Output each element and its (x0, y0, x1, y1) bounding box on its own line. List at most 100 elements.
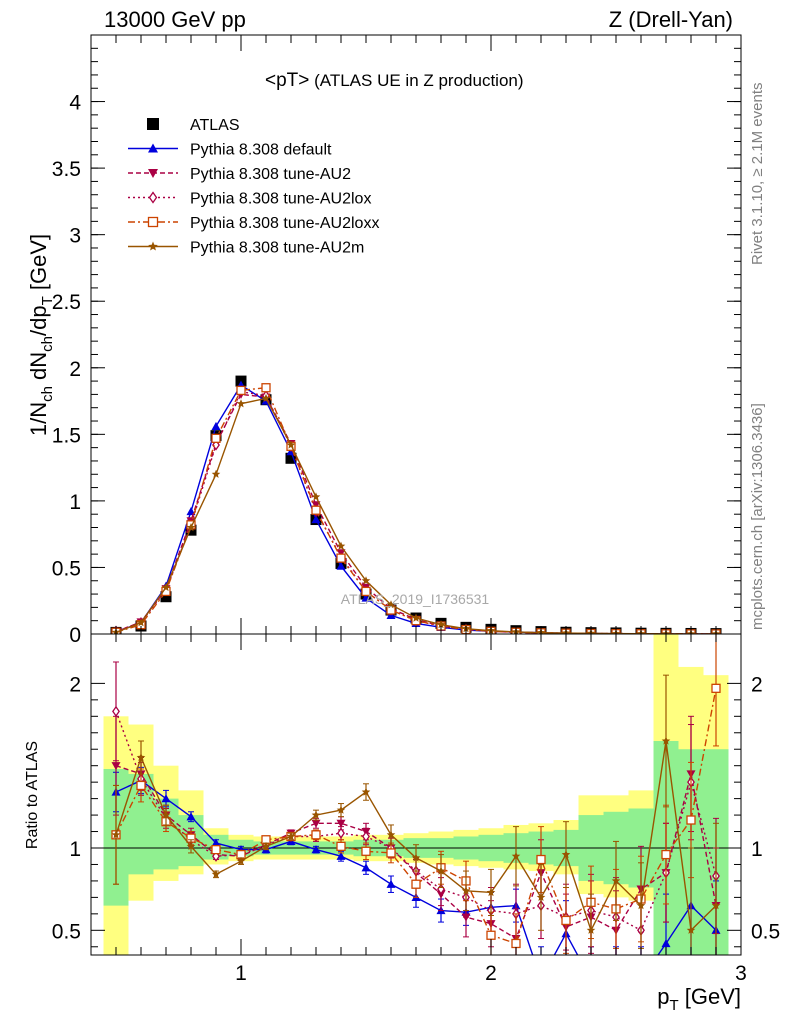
ratio-point-4-16 (511, 851, 521, 860)
plot-title-sub: (ATLAS UE in Z production) (309, 71, 523, 90)
ratio-point-4-12 (411, 853, 421, 862)
ratio-point-1-9 (336, 819, 346, 828)
legend-label-5: Pythia 8.308 tune-AU2m (190, 240, 364, 257)
main-point-0-2 (160, 591, 172, 603)
ratio-ytick-label-0: 0.5 (52, 920, 81, 943)
main-ytick-label-7: 3.5 (52, 158, 81, 181)
main-ytick-label-5: 2.5 (52, 291, 81, 314)
main-point-5-2 (161, 582, 171, 592)
ratio-point-0-9 (336, 851, 346, 860)
ratio-series-layer (111, 634, 721, 983)
ratio-series-4 (111, 674, 721, 955)
main-point-1-8 (311, 515, 321, 524)
main-ytick-label-3: 1.5 (52, 424, 81, 447)
ratio-point-3-8 (311, 830, 321, 840)
ratio-point-4-22 (661, 736, 671, 745)
legend-entry-3: Pythia 8.308 tune-AU2lox (128, 191, 371, 208)
side-label-rivet: Rivet 3.1.10, ≥ 2.1M events (749, 83, 766, 266)
main-point-5-9 (336, 541, 346, 550)
legend-marker-3 (148, 191, 158, 204)
ratio-point-0-11 (386, 879, 396, 888)
legend-entry-2: Pythia 8.308 tune-AU2 (128, 166, 351, 183)
ratio-point-1-8 (311, 819, 321, 828)
main-point-1-10 (361, 593, 371, 602)
ratio-point-2-0 (112, 705, 120, 718)
header-left: 13000 GeV pp (104, 7, 246, 32)
ratio-ytick-label-2: 2 (69, 673, 81, 696)
main-point-2-8 (311, 501, 321, 510)
legend-label-2: Pythia 8.308 tune-AU2 (190, 166, 351, 183)
ratio-point-3-1 (136, 780, 146, 791)
side-label-mcplots: mcplots.cern.ch [arXiv:1306.3436] (749, 403, 766, 630)
y-axis-label-main: 1/Nch dNch/dpT [GeV] (26, 234, 56, 436)
main-point-4-11 (386, 605, 396, 615)
x-tick-label-0: 1 (235, 962, 247, 985)
ratio-point-4-0 (111, 830, 121, 839)
ratio-point-4-13 (436, 866, 446, 875)
main-point-1-4 (211, 421, 221, 430)
plot-title: <pT> (ATLAS UE in Z production) (265, 70, 524, 91)
main-point-4-5 (236, 385, 246, 396)
main-point-4-9 (336, 553, 346, 563)
ratio-point-3-18 (561, 915, 571, 926)
ratio-point-4-21 (636, 901, 646, 910)
ratio-point-2-9 (337, 827, 345, 839)
ratio-point-0-21 (637, 975, 646, 983)
ratio-point-3-16 (511, 938, 521, 949)
ratio-point-0-2 (161, 794, 171, 803)
ratio-point-4-15 (486, 887, 496, 897)
watermark: ATLAS_2019_I1736531 (341, 591, 490, 607)
ratio-point-3-12 (411, 879, 421, 889)
axes-layer: 00.511.522.533.541 2 30.5 0.51 12 2 (52, 35, 780, 985)
main-ytick-label-1: 0.5 (52, 557, 81, 580)
main-point-0-7 (285, 452, 297, 464)
main-plot-frame (90, 34, 742, 635)
ratio-point-3-10 (361, 846, 371, 856)
main-point-1-9 (336, 561, 346, 570)
ratio-point-4-20 (611, 876, 621, 885)
legend-entry-1: Pythia 8.308 default (128, 142, 332, 159)
main-point-5-3 (186, 523, 196, 532)
ratio-point-4-8 (311, 810, 321, 819)
legend-label-1: Pythia 8.308 default (190, 142, 332, 159)
ratio-point-0-20 (612, 975, 621, 983)
y-axis-label-ratio: Ratio to ATLAS (24, 741, 41, 849)
ratio-point-0-19 (587, 975, 596, 983)
ratio-point-4-6 (261, 841, 271, 850)
ratio-point-3-15 (486, 930, 496, 940)
ratio-point-4-9 (336, 805, 346, 814)
ratio-point-4-7 (286, 832, 296, 841)
ratio-ytick-label-right-1: 1 (751, 838, 763, 861)
ratio-point-1-0 (111, 762, 121, 771)
legend-entry-4: Pythia 8.308 tune-AU2loxx (128, 215, 379, 232)
ratio-point-4-3 (186, 841, 196, 850)
main-point-5-5 (236, 399, 246, 408)
ratio-point-3-23 (686, 815, 696, 825)
main-ytick-label-4: 2 (69, 358, 81, 381)
ratio-ytick-label-1: 1 (69, 838, 81, 861)
main-ytick-label-2: 1 (69, 491, 81, 514)
header-right: Z (Drell-Yan) (609, 7, 733, 32)
main-ytick-label-8: 4 (69, 92, 81, 115)
legend-label-4: Pythia 8.308 tune-AU2loxx (190, 215, 379, 232)
main-point-5-1 (136, 618, 146, 627)
ratio-point-4-1 (136, 753, 146, 762)
ratio-point-0-4 (211, 838, 221, 847)
plot-title-main: <pT> (265, 70, 309, 91)
x-tick-label-2: 3 (735, 962, 747, 985)
main-point-4-10 (361, 586, 371, 597)
ratio-point-0-8 (311, 845, 321, 854)
ratio-point-3-4 (211, 844, 221, 855)
main-point-5-4 (211, 469, 221, 478)
legend-entry-0: ATLAS (147, 117, 240, 134)
ratio-ytick-label-right-0: 0.5 (751, 920, 780, 943)
ratio-point-0-22 (661, 938, 671, 948)
main-point-5-11 (386, 600, 396, 609)
ratio-point-4-11 (386, 830, 396, 839)
main-point-5-7 (286, 440, 296, 449)
ratio-point-0-10 (361, 863, 371, 872)
ratio-point-3-11 (386, 848, 396, 858)
legend-marker-5 (148, 241, 158, 251)
ratio-point-4-14 (461, 886, 471, 895)
ratio-point-4-19 (586, 925, 596, 934)
